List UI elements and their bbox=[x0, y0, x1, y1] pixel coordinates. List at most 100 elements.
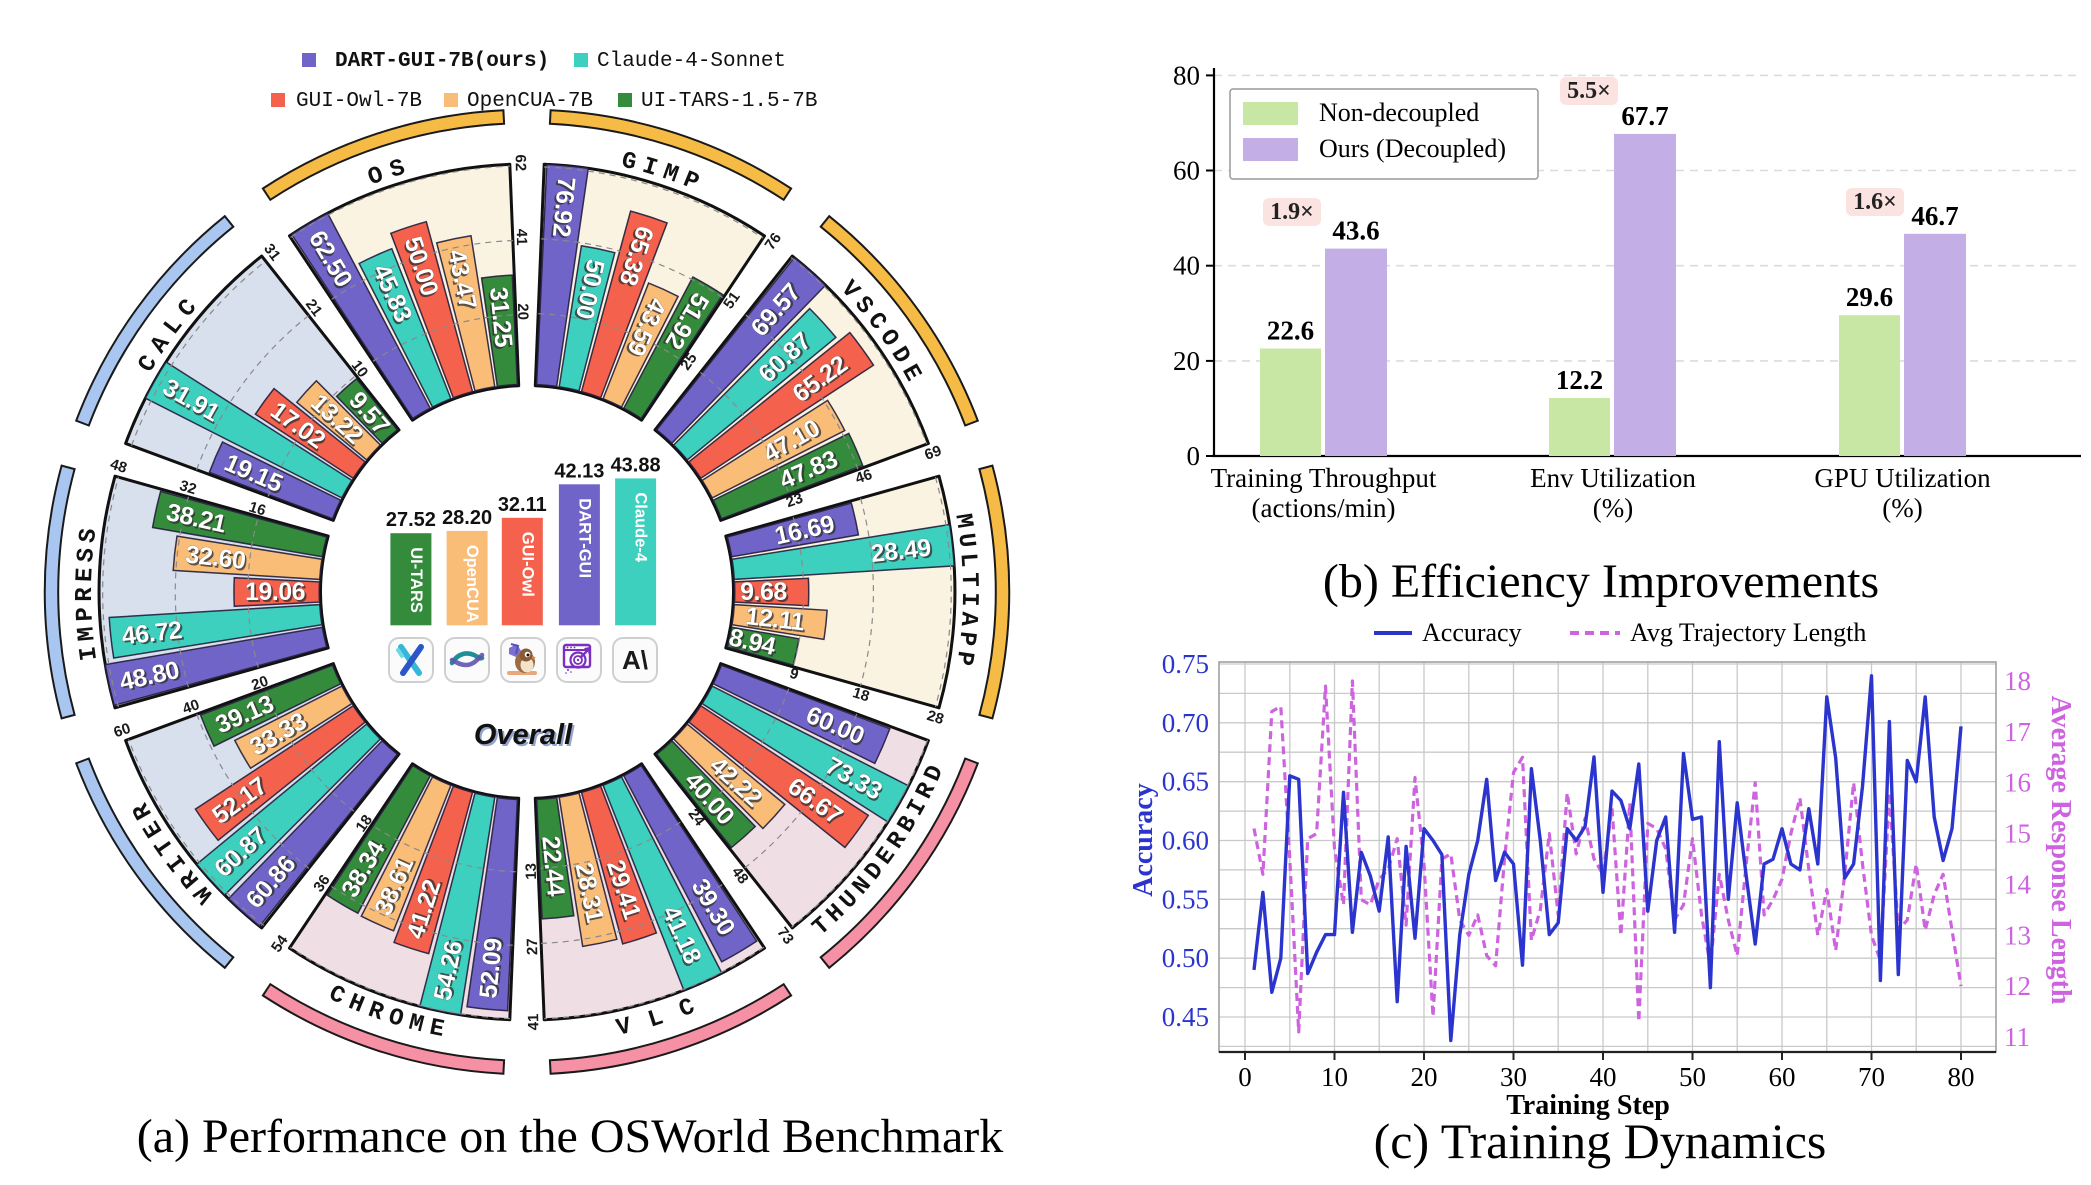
svg-text:0.55: 0.55 bbox=[1162, 884, 1209, 914]
svg-text:Average Response Length: Average Response Length bbox=[2045, 695, 2076, 1004]
svg-text:0: 0 bbox=[1238, 1062, 1252, 1092]
svg-text:70: 70 bbox=[1858, 1062, 1885, 1092]
svg-text:12: 12 bbox=[2004, 971, 2031, 1001]
svg-text:19.06: 19.06 bbox=[247, 580, 307, 608]
svg-text:22.6: 22.6 bbox=[1267, 316, 1314, 346]
svg-text:5.5×: 5.5× bbox=[1567, 78, 1611, 104]
svg-text:69: 69 bbox=[922, 442, 943, 463]
svg-text:46.7: 46.7 bbox=[1911, 201, 1958, 231]
svg-text:42.13: 42.13 bbox=[554, 460, 604, 482]
svg-text:40: 40 bbox=[1173, 251, 1200, 281]
svg-text:28: 28 bbox=[925, 707, 946, 728]
svg-text:0: 0 bbox=[1187, 441, 1201, 471]
svg-text:41: 41 bbox=[513, 229, 530, 246]
svg-text:80: 80 bbox=[1173, 60, 1200, 90]
svg-text:Accuracy: Accuracy bbox=[1422, 618, 1522, 647]
svg-text:Claude-4-Sonnet: Claude-4-Sonnet bbox=[597, 50, 786, 73]
svg-text:28.49: 28.49 bbox=[869, 534, 932, 568]
svg-text:43.88: 43.88 bbox=[611, 454, 661, 476]
svg-text:11: 11 bbox=[2004, 1022, 2030, 1052]
svg-text:19.06: 19.06 bbox=[245, 578, 305, 606]
svg-text:1.9×: 1.9× bbox=[1270, 199, 1314, 225]
svg-text:20: 20 bbox=[1173, 346, 1200, 376]
svg-text:UI-TARS-1.5-7B: UI-TARS-1.5-7B bbox=[641, 90, 817, 113]
svg-text:28.20: 28.20 bbox=[442, 507, 492, 529]
svg-text:9.68: 9.68 bbox=[742, 580, 789, 608]
svg-text:13: 13 bbox=[523, 863, 540, 880]
svg-text:Overall: Overall bbox=[476, 721, 575, 753]
svg-text:17: 17 bbox=[2004, 717, 2031, 747]
svg-text:(actions/min): (actions/min) bbox=[1252, 493, 1396, 523]
svg-text:20: 20 bbox=[249, 673, 270, 694]
svg-text:(c) Training Dynamics: (c) Training Dynamics bbox=[1374, 1113, 1827, 1169]
svg-text:21: 21 bbox=[302, 296, 326, 320]
svg-text:76.92: 76.92 bbox=[545, 177, 579, 239]
svg-text:GPU Utilization: GPU Utilization bbox=[1814, 463, 1991, 493]
svg-text:25: 25 bbox=[677, 350, 701, 373]
svg-text:GUI-Owl: GUI-Owl bbox=[518, 532, 536, 597]
svg-text:27: 27 bbox=[524, 938, 541, 955]
svg-text:52.09: 52.09 bbox=[474, 937, 508, 999]
svg-text:60: 60 bbox=[1173, 156, 1200, 186]
svg-text:Non-decoupled: Non-decoupled bbox=[1319, 98, 1479, 127]
svg-text:Ours (Decoupled): Ours (Decoupled) bbox=[1319, 134, 1506, 163]
svg-text:76: 76 bbox=[762, 230, 786, 253]
svg-text:A\: A\ bbox=[622, 645, 648, 675]
svg-text:28.49: 28.49 bbox=[871, 535, 934, 569]
svg-text:62: 62 bbox=[512, 154, 529, 171]
svg-text:(a) Performance on the OSWorld: (a) Performance on the OSWorld Benchmark bbox=[137, 1110, 1004, 1163]
svg-text:0.60: 0.60 bbox=[1162, 826, 1209, 856]
svg-text:32.60: 32.60 bbox=[186, 542, 249, 576]
svg-text:27.52: 27.52 bbox=[386, 509, 436, 531]
svg-text:31: 31 bbox=[260, 241, 284, 265]
svg-text:18: 18 bbox=[2004, 666, 2031, 696]
svg-text:Avg Trajectory Length: Avg Trajectory Length bbox=[1630, 618, 1866, 647]
svg-text:18: 18 bbox=[353, 812, 377, 835]
svg-text:32.11: 32.11 bbox=[498, 494, 547, 516]
svg-text:14: 14 bbox=[2004, 869, 2032, 899]
svg-text:0.70: 0.70 bbox=[1162, 708, 1209, 738]
svg-text:1.6×: 1.6× bbox=[1853, 189, 1897, 215]
svg-text:OpenCUA-7B: OpenCUA-7B bbox=[467, 90, 593, 113]
svg-text:22.44: 22.44 bbox=[535, 837, 569, 900]
svg-text:48.80: 48.80 bbox=[117, 656, 182, 696]
svg-text:20: 20 bbox=[1411, 1062, 1438, 1092]
svg-text:Training Throughput: Training Throughput bbox=[1211, 463, 1437, 493]
svg-text:31.25: 31.25 bbox=[482, 288, 516, 351]
svg-text:48: 48 bbox=[728, 864, 752, 888]
svg-text:9.68: 9.68 bbox=[740, 578, 787, 606]
svg-text:12.11: 12.11 bbox=[746, 604, 808, 638]
svg-text:0.65: 0.65 bbox=[1162, 767, 1209, 797]
svg-text:UI-TARS: UI-TARS bbox=[407, 547, 425, 613]
svg-text:0.45: 0.45 bbox=[1162, 1002, 1209, 1032]
svg-text:23: 23 bbox=[784, 490, 805, 511]
svg-text:Training Step: Training Step bbox=[1506, 1090, 1670, 1121]
svg-text:Env Utilization: Env Utilization bbox=[1530, 463, 1696, 493]
svg-text:41: 41 bbox=[525, 1014, 542, 1031]
svg-text:73: 73 bbox=[773, 924, 797, 948]
svg-text:40: 40 bbox=[1590, 1062, 1617, 1092]
svg-text:30: 30 bbox=[1500, 1062, 1527, 1092]
svg-text:32.60: 32.60 bbox=[184, 540, 247, 574]
svg-text:10: 10 bbox=[1321, 1062, 1348, 1092]
svg-text:80: 80 bbox=[1948, 1062, 1975, 1092]
svg-text:32: 32 bbox=[177, 477, 198, 498]
svg-text:52.09: 52.09 bbox=[476, 936, 510, 998]
svg-text:51: 51 bbox=[720, 289, 744, 312]
svg-text:43.6: 43.6 bbox=[1332, 216, 1379, 246]
svg-text:13: 13 bbox=[2004, 920, 2031, 950]
svg-text:46: 46 bbox=[853, 466, 874, 487]
svg-text:20: 20 bbox=[514, 303, 531, 320]
svg-text:0.50: 0.50 bbox=[1162, 943, 1209, 973]
svg-text:50: 50 bbox=[1679, 1062, 1706, 1092]
svg-text:12.11: 12.11 bbox=[744, 602, 806, 636]
svg-text:GUI-Owl-7B: GUI-Owl-7B bbox=[296, 90, 422, 113]
svg-text:16: 16 bbox=[2004, 768, 2031, 798]
svg-text:(%): (%) bbox=[1882, 493, 1922, 523]
svg-text:IMPRESS: IMPRESS bbox=[72, 522, 104, 662]
svg-text:16: 16 bbox=[247, 498, 268, 519]
svg-text:OpenCUA: OpenCUA bbox=[463, 545, 481, 623]
svg-text:(%): (%) bbox=[1593, 493, 1633, 523]
svg-text:60: 60 bbox=[112, 720, 133, 741]
svg-text:48: 48 bbox=[108, 456, 129, 477]
